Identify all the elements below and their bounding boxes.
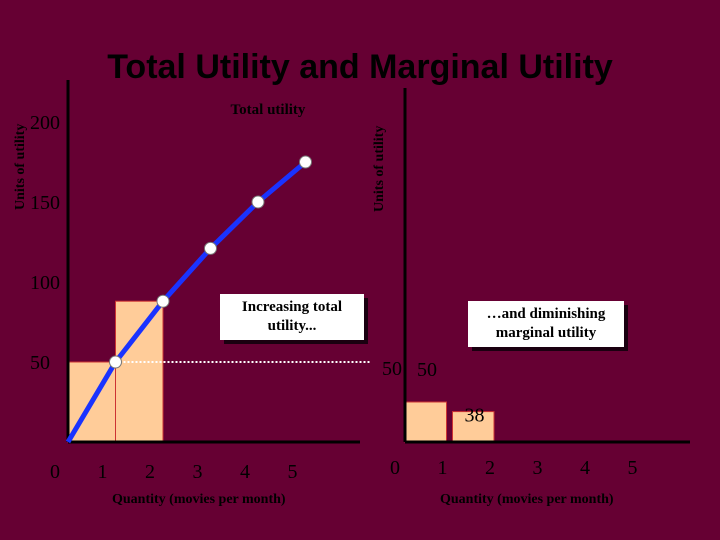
right-x-tick-label: 0 — [390, 457, 400, 479]
increasing-callout: Increasing total utility... — [220, 294, 364, 340]
reference-line-label: 50 — [382, 358, 402, 380]
marginal-utility-bar — [404, 401, 447, 443]
marginal-utility-data-label: 50 — [417, 359, 437, 381]
left-x-tick-label: 5 — [288, 461, 298, 483]
total-utility-bar — [115, 300, 164, 443]
left-y-tick-label: 150 — [30, 192, 60, 214]
left-x-tick-label: 2 — [145, 461, 155, 483]
right-x-tick-label: 2 — [485, 457, 495, 479]
right-x-tick-label: 5 — [628, 457, 638, 479]
left-x-tick-label: 3 — [193, 461, 203, 483]
left-x-axis-label: Quantity (movies per month) — [112, 492, 286, 507]
left-y-axis-label: Units of utility — [13, 123, 28, 210]
total-utility-point — [156, 294, 170, 308]
left-y-tick-label: 200 — [30, 112, 60, 134]
right-x-tick-label: 1 — [438, 457, 448, 479]
right-x-tick-label: 4 — [580, 457, 590, 479]
marginal-utility-bar — [452, 411, 495, 443]
total-utility-curve-label: Total utility — [230, 102, 306, 118]
total-utility-line — [65, 160, 308, 444]
chart-title: Total Utility and Marginal Utility — [107, 48, 613, 86]
right-x-tick-label: 3 — [533, 457, 543, 479]
right-y-axis-label: Units of utility — [372, 125, 387, 212]
left-y-tick-label: 100 — [30, 272, 60, 294]
total-utility-point — [299, 155, 312, 169]
diminishing-callout: …and diminishing marginal utility — [468, 301, 624, 347]
marginal-utility-data-label: 38 — [465, 405, 485, 427]
left-y-tick-label: 50 — [30, 352, 50, 374]
total-utility-point — [204, 241, 217, 255]
left-x-tick-label: 1 — [98, 461, 108, 483]
left-x-tick-label: 4 — [240, 461, 250, 483]
right-x-axis-label: Quantity (movies per month) — [440, 492, 614, 507]
left-x-tick-label: 0 — [50, 461, 60, 483]
total-utility-point — [251, 195, 265, 209]
total-utility-point — [109, 355, 122, 369]
